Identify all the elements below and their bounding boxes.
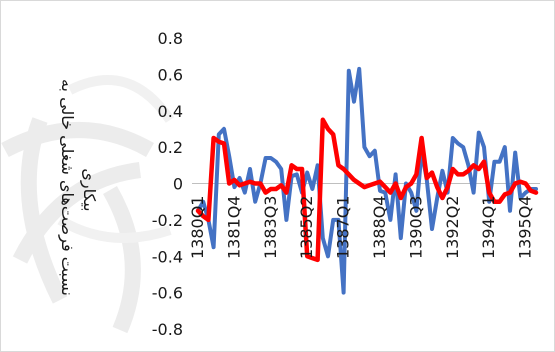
y-axis-label: نسبت فرصت‌های شغلی خالی به بیکاری bbox=[57, 79, 99, 301]
y-axis-label-line2: بیکاری bbox=[79, 168, 99, 211]
x-tick-label: 1394Q1 bbox=[479, 196, 498, 260]
y-tick-label: -0.6 bbox=[152, 284, 183, 303]
y-axis-label-line1: نسبت فرصت‌های شغلی خالی به bbox=[57, 79, 77, 296]
y-tick-label: 0 bbox=[173, 175, 183, 194]
y-tick-label: 0.4 bbox=[158, 102, 183, 121]
x-tick-label: 1395Q4 bbox=[516, 196, 535, 260]
x-tick-label: 1381Q4 bbox=[224, 196, 243, 260]
y-tick-label: 0.2 bbox=[158, 138, 183, 157]
x-tick-label: 1385Q2 bbox=[297, 196, 316, 260]
x-tick-label: 1388Q4 bbox=[370, 196, 389, 260]
x-tick-label: 1387Q1 bbox=[334, 196, 353, 260]
y-tick-label: 0.8 bbox=[158, 29, 183, 48]
y-tick-label: -0.8 bbox=[152, 320, 183, 339]
series-line-1 bbox=[196, 66, 538, 295]
x-tick-label: 1383Q3 bbox=[261, 196, 280, 260]
y-tick-label: 0.6 bbox=[158, 65, 183, 84]
x-tick-label: 1380Q1 bbox=[188, 196, 207, 260]
y-tick-label: -0.2 bbox=[152, 211, 183, 230]
x-tick-label: 1390Q3 bbox=[406, 196, 425, 260]
y-tick-label: -0.4 bbox=[152, 247, 183, 266]
series-line-2 bbox=[195, 117, 539, 263]
x-tick-label: 1392Q2 bbox=[443, 196, 462, 260]
